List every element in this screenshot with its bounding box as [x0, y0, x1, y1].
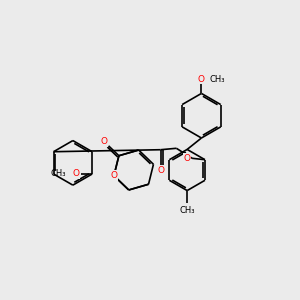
Text: CH₃: CH₃	[209, 75, 225, 84]
Text: CH₃: CH₃	[179, 206, 195, 215]
Text: O: O	[100, 137, 108, 146]
Text: O: O	[198, 75, 205, 84]
Text: O: O	[157, 167, 164, 176]
Text: O: O	[110, 171, 117, 180]
Text: O: O	[184, 154, 191, 163]
Text: CH₃: CH₃	[51, 169, 66, 178]
Text: O: O	[72, 169, 79, 178]
